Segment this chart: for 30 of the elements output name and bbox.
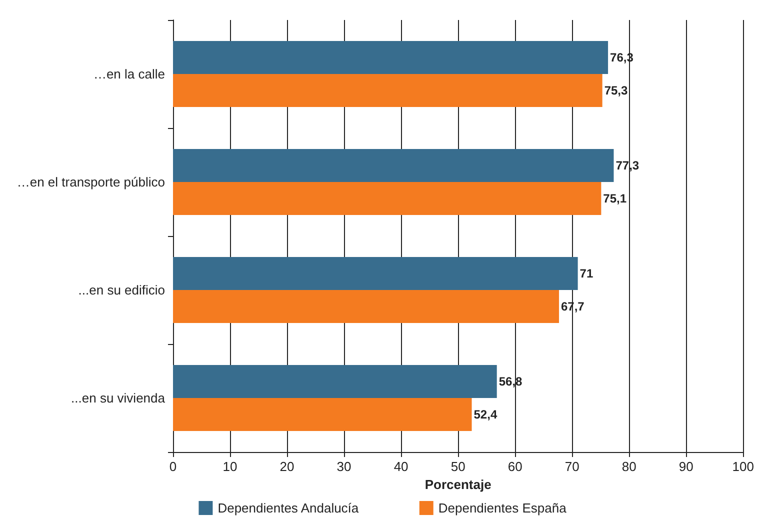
x-tick-label: 90 — [678, 459, 694, 474]
x-tick-label: 60 — [508, 459, 522, 474]
bar — [173, 74, 602, 107]
y-tick-label: …en el transporte público — [16, 174, 165, 190]
bar — [173, 398, 472, 431]
x-tick-label: 10 — [222, 459, 238, 474]
legend-label: Dependientes España — [438, 500, 568, 516]
bar — [173, 290, 559, 323]
data-label: 71 — [580, 266, 594, 280]
y-tick-label: ...en su edificio — [78, 282, 165, 298]
x-tick-label: 30 — [336, 459, 352, 474]
y-tick-label: …en la calle — [93, 66, 165, 82]
x-tick-label: 20 — [280, 459, 294, 474]
bar — [173, 41, 608, 74]
x-tick-label: 70 — [564, 459, 580, 474]
x-tick-label: 0 — [169, 459, 177, 474]
x-tick-label: 50 — [450, 459, 466, 474]
x-axis-title: Porcentaje — [424, 476, 492, 492]
bar — [173, 365, 497, 398]
y-tick-label: ...en su vivienda — [71, 390, 166, 406]
bar — [173, 149, 614, 182]
x-tick-label: 80 — [622, 459, 636, 474]
data-label: 75,1 — [603, 192, 627, 206]
data-label: 75,3 — [604, 84, 628, 98]
bar — [173, 182, 602, 215]
bar — [173, 257, 578, 290]
x-tick-label: 100 — [732, 459, 754, 474]
data-label: 52,4 — [474, 408, 498, 422]
x-tick-label: 40 — [394, 459, 408, 474]
legend-label: Dependientes Andalucía — [218, 500, 360, 516]
